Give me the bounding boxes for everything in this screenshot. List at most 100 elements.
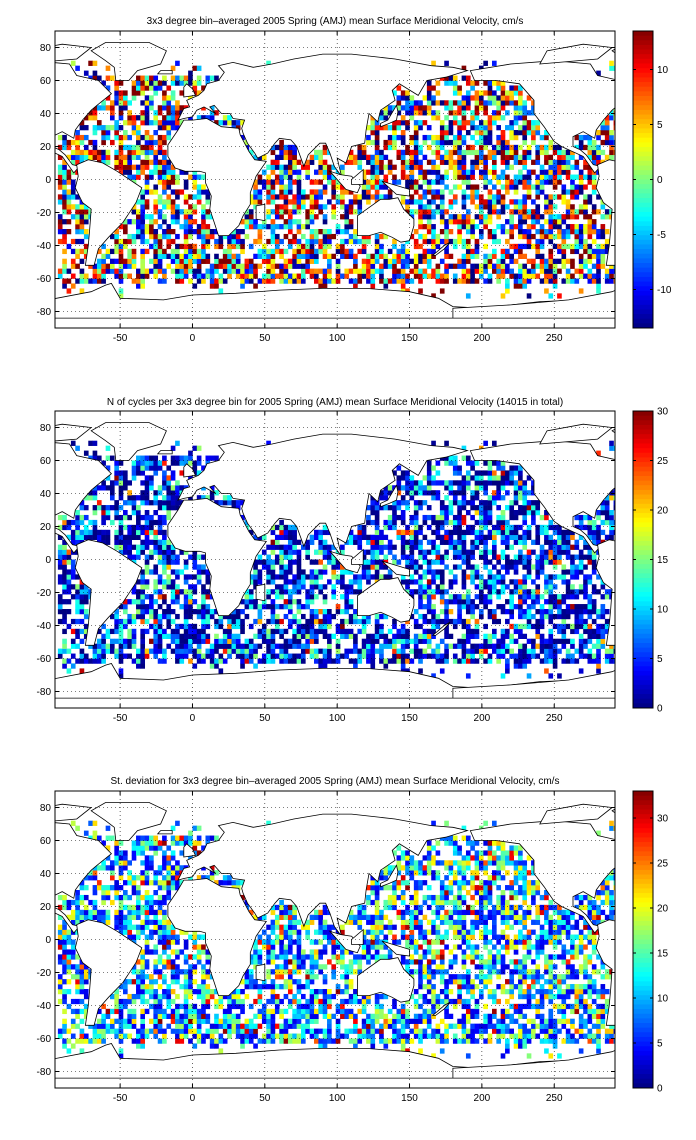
data-bin <box>136 283 141 289</box>
data-bin <box>83 495 89 501</box>
data-bin <box>496 524 501 531</box>
data-bin <box>283 584 289 590</box>
data-bin <box>222 233 228 240</box>
data-bin <box>257 613 263 620</box>
data-bin <box>79 125 85 131</box>
coastline <box>328 170 361 194</box>
data-bin <box>162 134 167 141</box>
data-bin <box>531 219 536 225</box>
data-bin <box>452 564 458 570</box>
data-bin <box>431 209 436 215</box>
data-bin <box>513 184 519 190</box>
data-bin <box>400 549 406 555</box>
data-bin <box>387 628 393 635</box>
data-bin <box>300 604 306 610</box>
data-bin <box>609 130 614 136</box>
data-bin <box>396 480 402 486</box>
data-bin <box>327 199 332 205</box>
data-bin <box>266 263 271 269</box>
data-bin <box>418 623 423 630</box>
data-bin <box>70 60 76 66</box>
data-bin <box>340 199 345 205</box>
data-bin <box>544 169 549 175</box>
data-bin <box>196 184 202 190</box>
data-bin <box>400 519 406 526</box>
data-bin <box>274 214 280 220</box>
data-bin <box>205 229 211 235</box>
data-bin <box>574 144 580 151</box>
data-bin <box>305 209 310 215</box>
data-bin <box>535 179 541 185</box>
data-bin <box>175 115 180 121</box>
data-bin <box>240 599 245 605</box>
data-bin <box>196 189 202 195</box>
data-bin <box>118 539 124 545</box>
data-bin <box>435 618 441 625</box>
data-bin <box>492 643 497 649</box>
colorbar-swatch <box>633 165 653 171</box>
data-bin <box>409 658 415 664</box>
data-bin <box>62 618 67 625</box>
colorbar-swatch <box>633 109 653 116</box>
data-bin <box>522 233 528 240</box>
data-bin <box>327 174 332 180</box>
data-bin <box>266 564 271 570</box>
data-bin <box>175 643 180 649</box>
data-bin <box>340 238 345 245</box>
data-bin <box>344 628 350 635</box>
data-bin <box>279 154 284 160</box>
data-bin <box>383 544 389 550</box>
data-bin <box>513 115 519 121</box>
data-bin <box>331 589 337 595</box>
data-bin <box>57 273 63 279</box>
data-bin <box>322 219 328 225</box>
data-bin <box>114 653 119 659</box>
data-bin <box>240 219 245 225</box>
data-bin <box>465 510 471 516</box>
data-bin <box>79 120 85 126</box>
data-bin <box>409 495 415 501</box>
data-bin <box>153 75 159 81</box>
data-bin <box>309 179 315 185</box>
data-bin <box>539 258 545 264</box>
data-bin <box>383 574 389 580</box>
data-bin <box>201 613 206 620</box>
data-bin <box>465 658 471 664</box>
data-bin <box>153 510 159 516</box>
data-bin <box>600 204 606 210</box>
data-bin <box>509 209 515 215</box>
data-bin <box>331 278 337 284</box>
data-bin <box>83 594 89 600</box>
data-bin <box>140 648 146 654</box>
data-bin <box>305 604 310 610</box>
data-bin <box>379 125 384 131</box>
data-bin <box>439 159 445 165</box>
data-bin <box>596 149 601 156</box>
data-bin <box>457 599 462 605</box>
data-bin <box>175 480 180 486</box>
data-bin <box>496 480 501 486</box>
data-bin <box>318 529 323 536</box>
data-bin <box>305 643 310 649</box>
data-bin <box>244 643 250 649</box>
data-bin <box>127 524 132 531</box>
data-bin <box>513 209 519 215</box>
data-bin <box>314 569 319 575</box>
data-bin <box>396 658 402 664</box>
data-bin <box>270 604 276 610</box>
data-bin <box>335 258 341 264</box>
data-bin <box>400 164 406 170</box>
data-bin <box>261 169 267 175</box>
data-bin <box>205 194 211 200</box>
data-bin <box>509 534 515 540</box>
data-bin <box>153 159 159 165</box>
data-bin <box>492 199 497 205</box>
data-bin <box>392 278 397 284</box>
data-bin <box>101 278 106 284</box>
data-bin <box>496 514 501 521</box>
data-bin <box>140 490 146 496</box>
data-bin <box>409 268 415 274</box>
data-bin <box>452 480 458 486</box>
data-bin <box>205 495 211 501</box>
data-bin <box>357 278 363 284</box>
